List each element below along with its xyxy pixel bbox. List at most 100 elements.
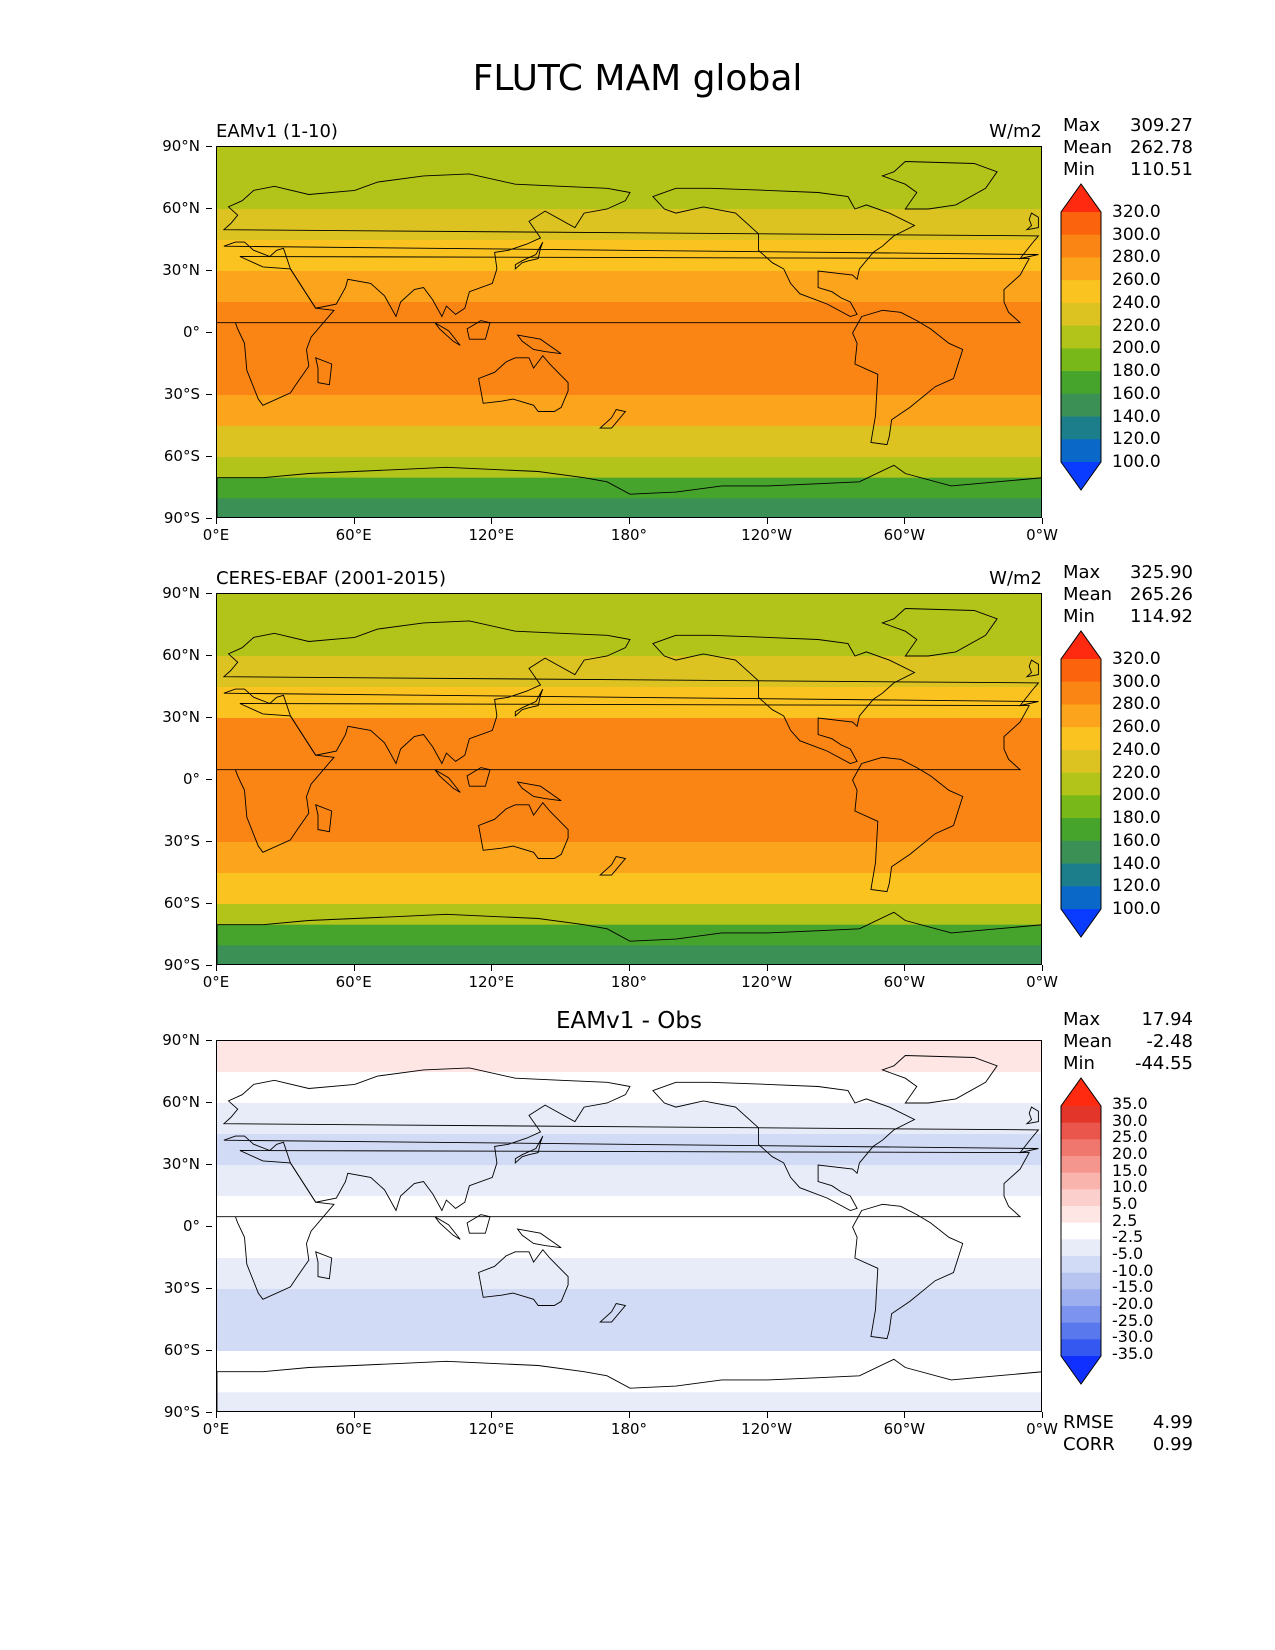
stat-row-max: Max 325.90 <box>1063 562 1193 584</box>
stat-value: -44.55 <box>1134 1053 1193 1074</box>
lon-tick-label: 180° <box>589 965 669 991</box>
coastline-12 <box>315 1251 333 1280</box>
lat-tick-label: 0° <box>140 770 212 788</box>
stat-value: 110.51 <box>1130 159 1193 180</box>
metric-value: 4.99 <box>1152 1412 1193 1433</box>
lat-tick-label: 60°S <box>140 447 212 465</box>
coastlines <box>217 161 1041 517</box>
coastline-7 <box>1025 659 1039 678</box>
stat-label: Min <box>1063 159 1095 180</box>
colorbar-segment-5 <box>1061 772 1101 796</box>
lat-tick-label: 60°S <box>140 894 212 912</box>
colorbar-tick-label: 160.0 <box>1112 383 1161 404</box>
lon-tick-label: 120°E <box>451 1412 531 1438</box>
stats-box: Max 17.94 Mean -2.48 Min -44.55 <box>1063 1009 1193 1075</box>
coastline-10 <box>466 767 491 787</box>
colorbar-segment-10 <box>1061 1272 1101 1290</box>
coastline-1 <box>217 703 1030 853</box>
colorbar-outline <box>1060 630 1102 938</box>
colorbar-segment-8 <box>1061 840 1101 864</box>
colorbar-tick-label: 260.0 <box>1112 717 1161 738</box>
colorbar-tick-label: 140.0 <box>1112 853 1161 874</box>
zonal-band-11 <box>217 477 1041 499</box>
coastline-1 <box>217 256 1030 406</box>
stat-value: 265.26 <box>1130 584 1193 605</box>
colorbar-tick-label: 280.0 <box>1112 247 1161 268</box>
zonal-band-7 <box>217 364 1041 396</box>
coastline-8 <box>514 1135 544 1164</box>
colorbar-tick-label: 320.0 <box>1112 649 1161 669</box>
map-canvas <box>217 1041 1041 1411</box>
stat-value: -2.48 <box>1146 1031 1193 1052</box>
colorbar-tick-label: -30.0 <box>1112 1327 1154 1347</box>
panel-title: CERES-EBAF (2001-2015) <box>216 568 447 589</box>
colorbar-extend-min <box>1061 909 1101 937</box>
colorbar-tick-label: -2.5 <box>1112 1227 1144 1247</box>
colorbar-segment-1 <box>1061 1122 1101 1140</box>
lat-tick-label: 90°S <box>140 1403 212 1421</box>
colorbar-tick-label: 25.0 <box>1112 1127 1148 1147</box>
metric-row-corr: CORR 0.99 <box>1063 1434 1193 1456</box>
stat-label: Max <box>1063 115 1101 136</box>
zonal-band-2 <box>217 209 1041 241</box>
lat-tick-label: 90°N <box>140 137 212 155</box>
colorbar-tick-label: 240.0 <box>1112 739 1161 760</box>
colorbar-tick-label: 120.0 <box>1112 429 1161 450</box>
colorbar-segment-13 <box>1061 1322 1101 1340</box>
coastline-5 <box>217 464 1041 517</box>
coastline-13 <box>599 855 627 876</box>
colorbar-segment-4 <box>1061 1172 1101 1190</box>
colorbar-segment-0 <box>1061 659 1101 683</box>
colorbar-segment-8 <box>1061 393 1101 417</box>
colorbar-segment-10 <box>1061 886 1101 910</box>
coastline-6 <box>881 1055 998 1104</box>
zonal-band-6 <box>217 780 1041 812</box>
lat-tick-label: 30°S <box>140 1279 212 1297</box>
colorbar-tick-label: 140.0 <box>1112 406 1161 427</box>
stat-row-min: Min 114.92 <box>1063 606 1193 628</box>
colorbar-canvas <box>1060 183 1102 491</box>
stat-label: Max <box>1063 562 1101 583</box>
coastline-10 <box>466 320 491 340</box>
stat-value: 325.90 <box>1130 562 1193 583</box>
colorbar-tick-label: 200.0 <box>1112 338 1161 359</box>
stat-row-mean: Mean -2.48 <box>1063 1031 1193 1053</box>
lon-tick-label: 120°W <box>727 965 807 991</box>
zonal-band-7 <box>217 811 1041 843</box>
map-ref <box>216 593 1042 965</box>
colorbar-tick-label: -35.0 <box>1112 1344 1154 1363</box>
colorbar-segment-5 <box>1061 325 1101 349</box>
colorbar-tick-label: -25.0 <box>1112 1310 1154 1330</box>
coastline-13 <box>599 408 627 429</box>
colorbar <box>1060 630 1102 944</box>
coastline-13 <box>599 1302 627 1323</box>
lon-tick-label: 0°W <box>1002 518 1082 544</box>
zonal-band-10 <box>217 904 1041 926</box>
coastline-2 <box>652 187 916 317</box>
zonal-band-8 <box>217 395 1041 427</box>
coastline-9 <box>434 1216 461 1240</box>
coastline-5 <box>217 911 1041 964</box>
colorbar-segment-7 <box>1061 1222 1101 1240</box>
lon-tick-label: 60°W <box>864 965 944 991</box>
lon-tick-label: 60°E <box>314 518 394 544</box>
colorbar-tick-label: 15.0 <box>1112 1160 1148 1180</box>
stat-row-mean: Mean 265.26 <box>1063 584 1193 606</box>
lon-tick-label: 120°E <box>451 518 531 544</box>
lon-tick-label: 60°E <box>314 965 394 991</box>
panel-diff: EAMv1 - Obs 90°N 60°N 30°N 0° 30°S 60°S 90°S 0°E… <box>0 1008 1275 1482</box>
lat-tick-label: 30°N <box>140 1155 212 1173</box>
colorbar-segment-6 <box>1061 1206 1101 1224</box>
colorbar-tick-label: 180.0 <box>1112 808 1161 829</box>
coastlines <box>217 1055 1041 1411</box>
colorbar-extend-min <box>1061 1356 1101 1384</box>
colorbar-tick-label: 20.0 <box>1112 1144 1148 1163</box>
zonal-band-2 <box>217 1103 1041 1135</box>
colorbar-tick-label: 220.0 <box>1112 315 1161 336</box>
zonal-band-0 <box>217 147 1041 179</box>
colorbar-extend-max <box>1061 631 1101 659</box>
zonal-band-8 <box>217 842 1041 874</box>
stats-box: Max 325.90 Mean 265.26 Min 114.92 <box>1063 562 1193 628</box>
coastline-10 <box>466 1214 491 1234</box>
